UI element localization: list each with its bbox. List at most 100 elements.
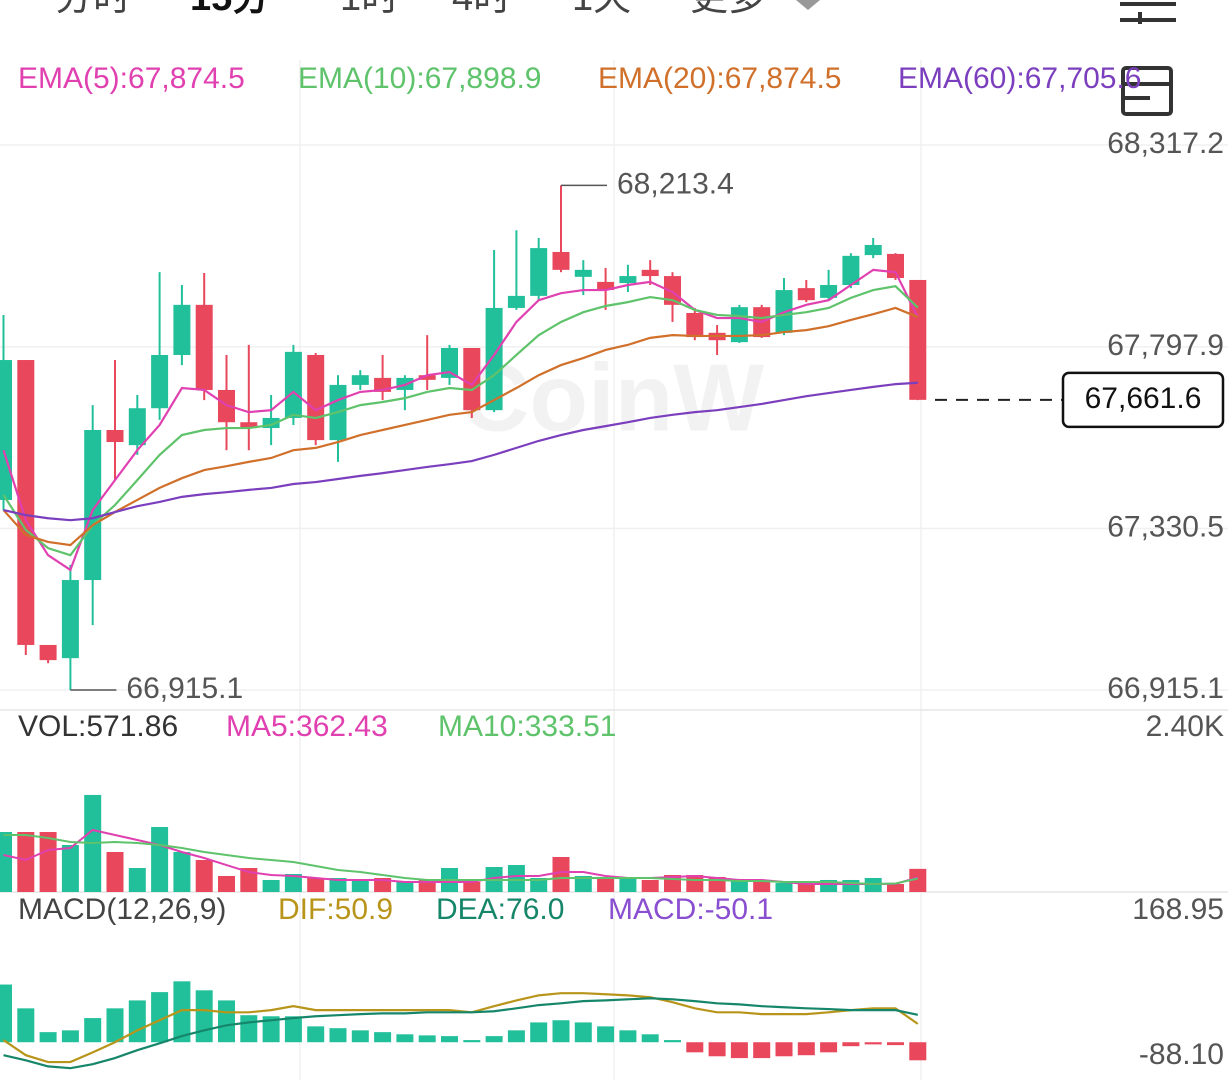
candle-body bbox=[909, 279, 927, 400]
macd-bar bbox=[686, 1042, 704, 1053]
macd-title: MACD(12,26,9) bbox=[18, 893, 226, 926]
volume-bar bbox=[39, 832, 57, 892]
indicator-line bbox=[3, 997, 919, 1070]
macd-bar bbox=[128, 1000, 146, 1043]
tab[interactable]: 15分 bbox=[190, 0, 270, 19]
macd-bar bbox=[552, 1020, 570, 1043]
volume-bar bbox=[753, 879, 771, 892]
candle-body bbox=[574, 269, 592, 277]
legend-entry: VOL:571.86 bbox=[18, 710, 178, 743]
macd-bar bbox=[307, 1026, 325, 1043]
candle-body bbox=[686, 312, 704, 338]
macd-bar bbox=[753, 1042, 771, 1059]
volume-bar bbox=[597, 878, 615, 892]
legend-entry: MACD:-50.1 bbox=[608, 893, 773, 926]
indicator-line bbox=[2, 268, 919, 572]
candle-body bbox=[797, 288, 815, 301]
legend-entry: EMA(20):67,874.5 bbox=[598, 62, 841, 95]
macd-bar bbox=[619, 1030, 637, 1043]
candle-body bbox=[351, 375, 369, 385]
last-price-label: 67,661.6 bbox=[1085, 382, 1202, 415]
indicator-line bbox=[2, 306, 919, 547]
candle-body bbox=[441, 347, 458, 378]
macd-bar bbox=[418, 1035, 436, 1043]
candle-body bbox=[61, 580, 79, 659]
candle-body bbox=[307, 354, 325, 441]
volume-bar bbox=[864, 878, 882, 892]
macd-bar bbox=[664, 1040, 681, 1043]
candle-body bbox=[17, 360, 35, 645]
candle-body bbox=[39, 644, 57, 661]
volume-bar bbox=[797, 883, 815, 892]
macd-bar bbox=[240, 1015, 258, 1043]
volume-bar bbox=[307, 878, 325, 892]
macd-bar bbox=[17, 1008, 35, 1043]
macd-bar bbox=[597, 1026, 615, 1043]
tab[interactable]: 1天 bbox=[572, 0, 631, 19]
volume-bar bbox=[374, 878, 392, 892]
tab[interactable]: 4时 bbox=[452, 0, 511, 19]
candle-body bbox=[507, 295, 525, 308]
macd-bar bbox=[106, 1008, 124, 1043]
macd-bar bbox=[218, 1000, 235, 1043]
macd-bar bbox=[39, 1032, 57, 1043]
candle-body bbox=[151, 354, 169, 409]
fullscreen-icon[interactable] bbox=[1121, 66, 1173, 116]
macd-bar bbox=[262, 1016, 280, 1043]
volume-bar bbox=[151, 826, 169, 892]
macd-bar bbox=[173, 981, 191, 1043]
tab[interactable]: 1时 bbox=[340, 0, 399, 19]
candle-body bbox=[128, 408, 146, 446]
macd-bar bbox=[61, 1030, 79, 1043]
tab[interactable]: 更多 bbox=[690, 0, 766, 19]
watermark: CoinW bbox=[460, 344, 764, 451]
tab[interactable]: 分时 bbox=[55, 0, 131, 19]
macd-bar bbox=[507, 1030, 525, 1043]
macd-bar bbox=[441, 1036, 458, 1043]
volume-bar bbox=[195, 860, 213, 892]
macd-bar bbox=[0, 984, 12, 1043]
volume-bar bbox=[530, 878, 548, 892]
candle-body bbox=[619, 276, 637, 284]
candle-body bbox=[240, 422, 258, 429]
macd-bar bbox=[775, 1042, 793, 1057]
candle-body bbox=[842, 255, 860, 286]
volume-bar bbox=[0, 832, 12, 892]
macd-bar bbox=[284, 1016, 302, 1043]
volume-bar bbox=[686, 875, 704, 892]
volume-bar bbox=[262, 879, 280, 892]
y-tick-label: 68,317.2 bbox=[1107, 127, 1224, 160]
macd-bar bbox=[909, 1042, 927, 1061]
macd-bar bbox=[530, 1022, 548, 1043]
macd-bar bbox=[396, 1034, 414, 1043]
y-tick-label: 67,330.5 bbox=[1107, 510, 1224, 543]
settings-icon[interactable] bbox=[1120, 2, 1176, 24]
candle-body bbox=[552, 251, 570, 270]
candle-body bbox=[530, 248, 548, 296]
macd-bar bbox=[351, 1030, 369, 1043]
volume-bar bbox=[619, 878, 637, 892]
volume-bar bbox=[396, 882, 414, 892]
indicator-line bbox=[3, 381, 918, 522]
legend-entry: EMA(10):67,898.9 bbox=[298, 62, 541, 95]
volume-bar bbox=[909, 868, 927, 892]
candle-body bbox=[664, 276, 681, 305]
legend-entry: EMA(60):67,705.6 bbox=[898, 62, 1141, 95]
candle-body bbox=[284, 351, 302, 418]
y-tick-label: 66,915.1 bbox=[1107, 672, 1224, 705]
last-price-box bbox=[1061, 371, 1225, 429]
macd-bar bbox=[820, 1042, 838, 1053]
macd-bar bbox=[485, 1036, 503, 1043]
legend-entry: DIF:50.9 bbox=[278, 893, 393, 926]
candle-body bbox=[864, 244, 882, 256]
volume-bar bbox=[173, 851, 191, 892]
legend-entry: MA10:333.51 bbox=[438, 710, 616, 743]
candle-body bbox=[106, 429, 124, 443]
more-arrow[interactable] bbox=[796, 0, 820, 10]
volume-bar bbox=[507, 865, 525, 892]
volume-bar bbox=[240, 868, 258, 892]
macd-bar bbox=[195, 990, 213, 1043]
volume-bar bbox=[61, 844, 79, 892]
volume-bar bbox=[284, 874, 302, 892]
macd-bar bbox=[463, 1040, 481, 1043]
